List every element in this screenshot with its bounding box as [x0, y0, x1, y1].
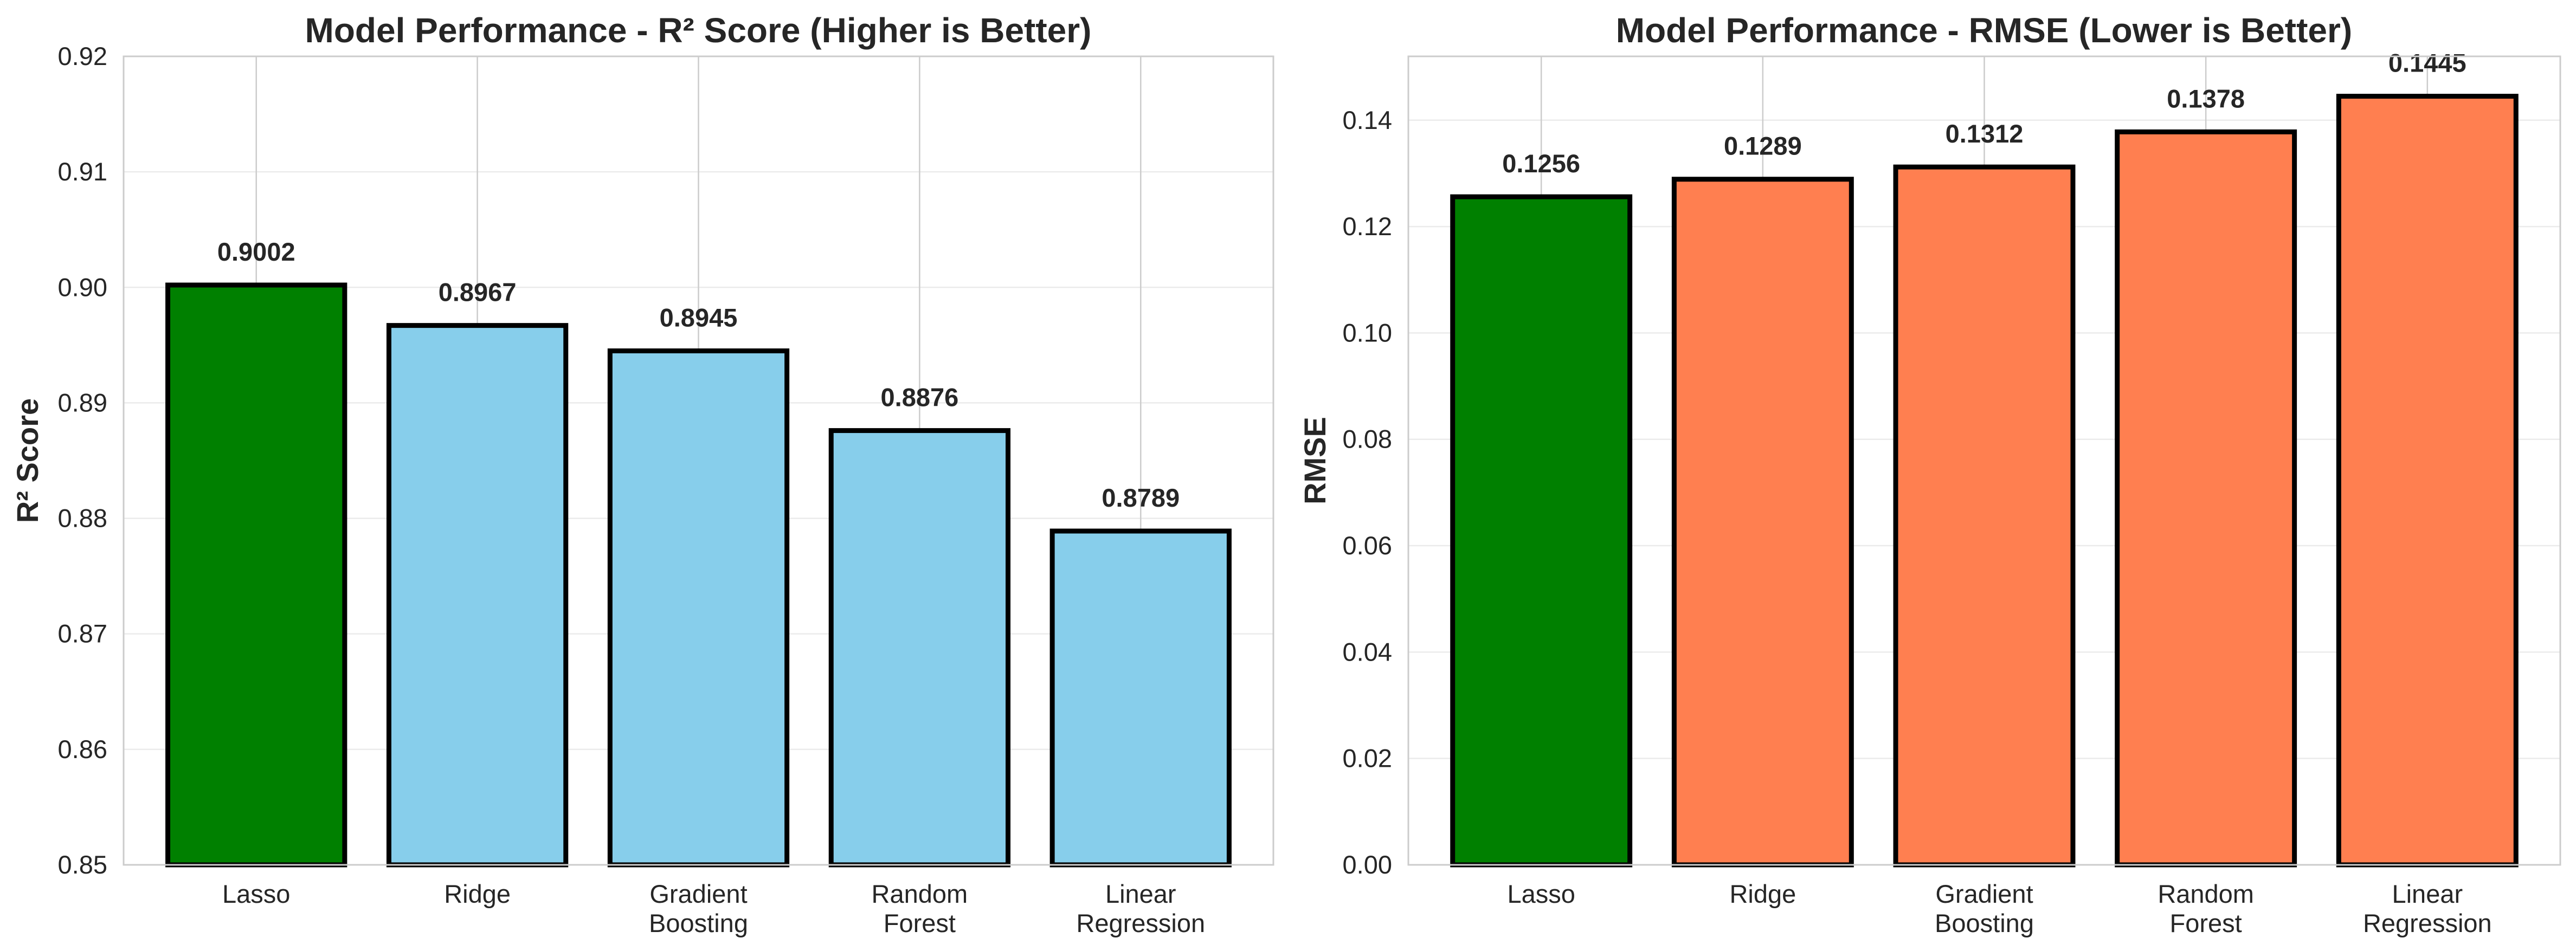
- bar-linear-regression: [1049, 528, 1232, 868]
- bar-value-label: 0.1289: [1724, 132, 1802, 160]
- x-tick-label: Lasso: [222, 879, 290, 908]
- rmse-chart: 0.1256 0.1289 0.1312 0.1378 0.1445 0.00 0.02 0.…: [1298, 11, 2561, 937]
- bar-value-label: 0.9002: [217, 237, 295, 266]
- bar-gradient-boosting: [1893, 164, 2076, 868]
- chart-title: Model Performance - R² Score (Higher is …: [305, 11, 1092, 50]
- bar-lasso: [165, 282, 347, 868]
- x-tick-label-line: Boosting: [649, 909, 748, 937]
- y-tick-label: 0.02: [1343, 744, 1392, 773]
- y-tick-label: 0.08: [1343, 425, 1392, 454]
- plot-frame: [123, 55, 1274, 866]
- bar-value-label: 0.1445: [2388, 49, 2466, 77]
- y-axis-label: RMSE: [1298, 417, 1332, 504]
- x-tick-label-line: Boosting: [1935, 909, 2034, 937]
- y-tick-label: 0.85: [58, 850, 107, 879]
- bar-linear-regression: [2336, 94, 2519, 868]
- y-axis-label: R² Score: [10, 398, 44, 523]
- bar-lasso: [1450, 194, 1633, 868]
- bar-value-label: 0.8945: [660, 303, 738, 332]
- x-tick-label-line: Random: [872, 879, 968, 908]
- bar-gradient-boosting: [607, 348, 790, 868]
- y-tick-label: 0.06: [1343, 531, 1392, 560]
- x-tick-label-line: Lasso: [222, 879, 290, 908]
- bar-value-label: 0.8789: [1102, 483, 1180, 512]
- bar-value-label: 0.8967: [439, 278, 517, 307]
- bar-value-label: 0.8876: [881, 383, 959, 412]
- y-tick-label: 0.86: [58, 735, 107, 764]
- x-tick-label-line: Ridge: [1729, 879, 1796, 908]
- x-tick-label-line: Forest: [2170, 909, 2242, 937]
- x-tick-label: Gradient Boosting: [649, 879, 748, 937]
- y-tick-label: 0.87: [58, 619, 107, 648]
- y-tick-label: 0.92: [58, 42, 107, 70]
- x-tick-label: Gradient Boosting: [1935, 879, 2034, 937]
- y-tick-label: 0.91: [58, 157, 107, 186]
- y-tick-label: 0.14: [1343, 106, 1392, 134]
- x-tick-label-line: Forest: [884, 909, 956, 937]
- x-tick-label-line: Gradient: [649, 879, 747, 908]
- bar-ridge: [386, 323, 569, 868]
- bar-ridge: [1671, 177, 1854, 868]
- bar-value-label: 0.1312: [1946, 119, 2024, 148]
- x-tick-label: Random Forest: [872, 879, 968, 937]
- x-tick-label-line: Gradient: [1935, 879, 2033, 908]
- y-tick-label: 0.04: [1343, 637, 1392, 666]
- bar-random-forest: [2115, 129, 2297, 868]
- bar-value-label: 0.1378: [2167, 84, 2245, 113]
- y-tick-label: 0.89: [58, 388, 107, 417]
- bar-value-label: 0.1256: [1502, 149, 1580, 178]
- chart-title: Model Performance - RMSE (Lower is Bette…: [1616, 11, 2352, 50]
- x-tick-label: Linear Regression: [1076, 879, 1205, 937]
- y-tick-label: 0.10: [1343, 318, 1392, 347]
- y-tick-label: 0.12: [1343, 212, 1392, 241]
- y-tick-label: 0.00: [1343, 850, 1392, 879]
- x-tick-label: Linear Regression: [2363, 879, 2492, 937]
- y-tick-label: 0.88: [58, 504, 107, 533]
- r2-score-chart: 0.9002 0.8967 0.8945 0.8876 0.8789 0.85 0.86 0.…: [10, 11, 1274, 937]
- plot-frame: [1407, 55, 2561, 866]
- x-tick-label-line: Ridge: [444, 879, 511, 908]
- bar-random-forest: [828, 428, 1011, 868]
- x-tick-label-line: Regression: [2363, 909, 2492, 937]
- x-tick-label-line: Lasso: [1507, 879, 1575, 908]
- x-tick-label-line: Regression: [1076, 909, 1205, 937]
- x-tick-label: Ridge: [1729, 879, 1796, 908]
- x-tick-label-line: Linear: [1105, 879, 1176, 908]
- x-tick-label: Ridge: [444, 879, 511, 908]
- y-tick-label: 0.90: [58, 273, 107, 301]
- x-tick-label: Lasso: [1507, 879, 1575, 908]
- x-tick-label-line: Linear: [2392, 879, 2463, 908]
- x-tick-label-line: Random: [2158, 879, 2254, 908]
- x-tick-label: Random Forest: [2158, 879, 2254, 937]
